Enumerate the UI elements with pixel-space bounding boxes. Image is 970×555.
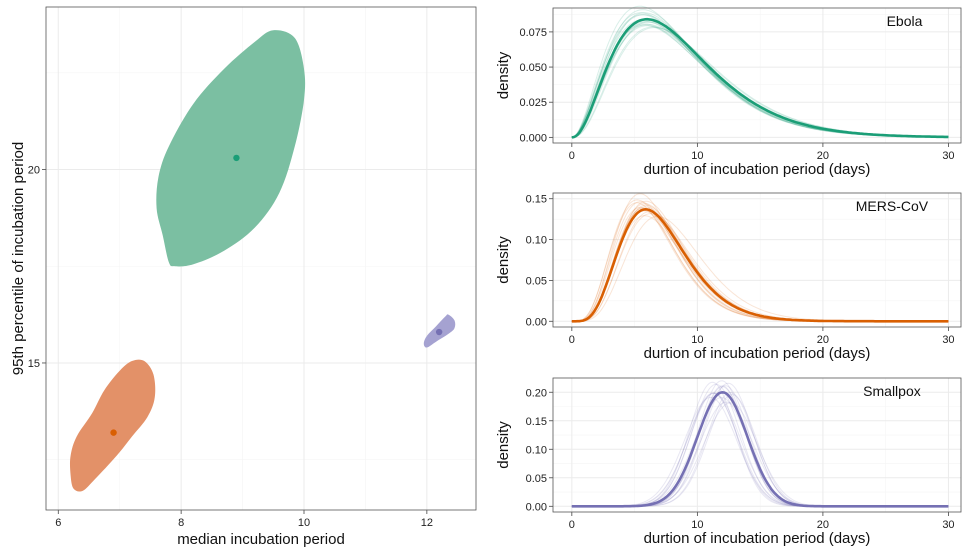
- density-x-axis-title: durtion of incubation period (days): [644, 345, 871, 362]
- density-curve: [571, 390, 949, 508]
- scatter-y-tick-label: 15: [28, 358, 40, 370]
- density-y-axis-title: density: [495, 421, 512, 469]
- density-y-tick-label: 0.050: [519, 62, 547, 74]
- density-x-axis-title: durtion of incubation period (days): [644, 530, 871, 547]
- density-x-tick-label: 10: [691, 150, 703, 162]
- disease-label: MERS-CoV: [856, 198, 929, 214]
- scatter-x-tick-label: 12: [421, 517, 433, 529]
- density-panel-ebola: 0 10 20 30 0.000 0.025 0.050 0.075 Ebola durtion …: [495, 5, 962, 178]
- density-y-tick-label: 0.075: [519, 27, 547, 39]
- density-panel-border: [552, 192, 962, 328]
- scatter-y-tick-label: 20: [28, 165, 40, 177]
- density-x-tick-label: 30: [942, 519, 954, 531]
- disease-label: Ebola: [887, 13, 923, 29]
- density-x-tick-label: 0: [569, 519, 575, 531]
- density-y-tick-label: 0.05: [526, 275, 547, 287]
- scatter-panel: 6 8 10 12 15 20 median incubation period 95th p…: [10, 6, 477, 548]
- confidence-region: [156, 30, 306, 267]
- density-y-tick-label: 0.05: [526, 473, 547, 485]
- confidence-region: [69, 359, 156, 492]
- density-panel-mers-cov: 0 10 20 30 0.00 0.05 0.10 0.15 MERS-CoV durtion o…: [495, 192, 962, 362]
- density-y-tick-label: 0.10: [526, 444, 547, 456]
- density-x-tick-label: 30: [942, 150, 954, 162]
- scatter-x-axis-title: median incubation period: [177, 531, 345, 548]
- density-panel-border: [552, 7, 962, 144]
- median-estimate-point: [110, 429, 117, 436]
- density-x-tick-label: 10: [691, 519, 703, 531]
- scatter-y-axis-title: 95th percentile of incubation period: [10, 142, 27, 376]
- density-curve: [571, 207, 949, 323]
- density-panel-border: [552, 377, 962, 513]
- density-panel-smallpox: 0 10 20 30 0.00 0.05 0.10 0.15 0.20 Smallpox durti…: [495, 377, 962, 547]
- density-x-tick-label: 20: [817, 519, 829, 531]
- density-x-tick-label: 30: [942, 334, 954, 346]
- density-x-tick-label: 20: [817, 150, 829, 162]
- density-y-tick-label: 0.000: [519, 132, 547, 144]
- density-x-tick-label: 0: [569, 150, 575, 162]
- density-x-tick-label: 0: [569, 334, 575, 346]
- scatter-x-tick-label: 10: [298, 517, 310, 529]
- density-x-axis-title: durtion of incubation period (days): [644, 161, 871, 178]
- median-estimate-point: [435, 328, 443, 336]
- median-estimate-point: [233, 154, 240, 162]
- density-y-axis-title: density: [495, 236, 512, 284]
- scatter-x-tick-label: 6: [55, 517, 61, 529]
- density-y-tick-label: 0.00: [526, 316, 547, 328]
- density-x-tick-label: 20: [817, 334, 829, 346]
- density-y-tick-label: 0.025: [519, 97, 547, 109]
- density-y-tick-label: 0.15: [526, 416, 547, 428]
- density-y-tick-label: 0.15: [526, 194, 547, 206]
- density-curve: [571, 17, 949, 139]
- density-y-tick-label: 0.20: [526, 387, 547, 399]
- scatter-panel-border: [45, 6, 477, 511]
- density-y-axis-title: density: [495, 51, 512, 99]
- density-x-tick-label: 10: [691, 334, 703, 346]
- density-y-tick-label: 0.10: [526, 235, 547, 247]
- disease-label: Smallpox: [863, 383, 921, 399]
- density-y-tick-label: 0.00: [526, 501, 547, 513]
- scatter-x-tick-label: 8: [178, 517, 184, 529]
